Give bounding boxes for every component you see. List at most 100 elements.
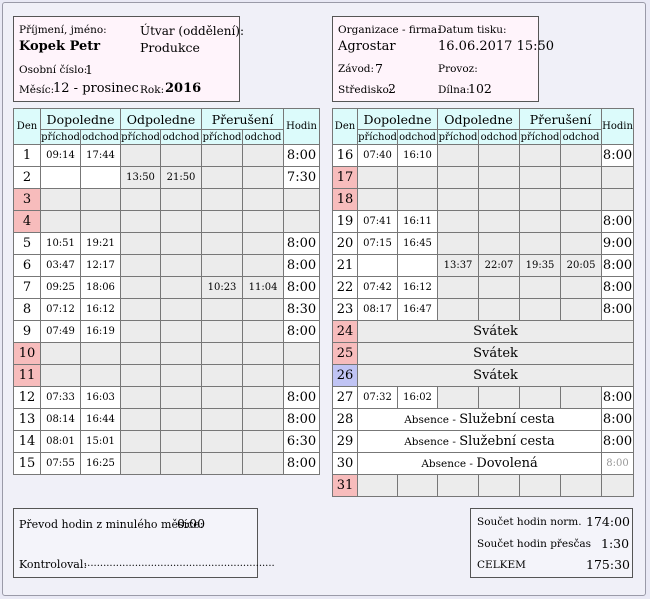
id-label: Osobní číslo: bbox=[19, 64, 88, 76]
hours-cell: 8:00 bbox=[283, 254, 321, 277]
col-den: Den bbox=[13, 108, 41, 145]
time-cell bbox=[79, 364, 122, 387]
day-row: 20 07:15 16:45 9:00 bbox=[332, 232, 635, 255]
left-rows: 1 09:14 17:44 8:00 2 13:50 21:50 7:30 3 4 5 10:51 19… bbox=[13, 144, 321, 475]
hours-cell bbox=[283, 188, 321, 211]
day-row: 21 13:37 22:07 19:35 20:05 8:00 bbox=[332, 254, 635, 277]
time-cell bbox=[242, 188, 285, 211]
time-cell bbox=[242, 232, 285, 255]
time-cell bbox=[120, 144, 162, 167]
time-cell: 13:50 bbox=[120, 166, 162, 189]
time-cell bbox=[437, 210, 480, 233]
time-cell bbox=[201, 144, 244, 167]
time-cell bbox=[519, 210, 562, 233]
time-cell bbox=[79, 166, 122, 189]
hours-cell: 8:00 bbox=[601, 386, 635, 409]
time-cell: 16:47 bbox=[396, 298, 439, 321]
time-cell: 17:44 bbox=[79, 144, 122, 167]
time-cell bbox=[79, 342, 122, 365]
time-cell bbox=[478, 386, 521, 409]
time-cell: 19:21 bbox=[79, 232, 122, 255]
hours-cell: 7:30 bbox=[283, 166, 321, 189]
col-odchod: odchod bbox=[242, 129, 285, 145]
day-row: 7 09:25 18:06 10:23 11:04 8:00 bbox=[13, 276, 321, 299]
time-cell: 07:49 bbox=[40, 320, 81, 343]
time-cell bbox=[201, 210, 244, 233]
print-date-value: 16.06.2017 15:50 bbox=[438, 39, 555, 54]
time-cell bbox=[201, 364, 244, 387]
time-cell bbox=[519, 298, 562, 321]
time-cell bbox=[242, 166, 285, 189]
time-cell bbox=[201, 232, 244, 255]
day-row: 1 09:14 17:44 8:00 bbox=[13, 144, 321, 167]
time-cell bbox=[242, 364, 285, 387]
time-cell: 22:07 bbox=[478, 254, 521, 277]
time-cell bbox=[160, 342, 203, 365]
shop-value: 102 bbox=[468, 81, 492, 96]
day-row: 4 bbox=[13, 210, 321, 233]
day-number: 13 bbox=[13, 408, 41, 431]
hours-cell: 8:00 bbox=[283, 144, 321, 167]
time-cell bbox=[40, 210, 81, 233]
time-cell: 16:11 bbox=[396, 210, 439, 233]
day-number: 7 bbox=[13, 276, 41, 299]
day-note: Absence - Služební cesta bbox=[356, 430, 603, 453]
col-preruseni: Přerušení bbox=[519, 108, 603, 130]
time-cell: 21:50 bbox=[160, 166, 203, 189]
col-dopoledne: Dopoledne bbox=[39, 108, 122, 130]
day-note: Absence - Služební cesta bbox=[356, 408, 603, 431]
time-cell: 16:03 bbox=[79, 386, 122, 409]
time-cell bbox=[357, 166, 398, 189]
day-row: 27 07:32 16:02 8:00 bbox=[332, 386, 635, 409]
time-cell: 08:14 bbox=[40, 408, 81, 431]
time-cell: 07:15 bbox=[357, 232, 398, 255]
time-cell bbox=[437, 276, 480, 299]
time-cell bbox=[519, 188, 562, 211]
time-cell bbox=[560, 166, 603, 189]
col-odchod: odchod bbox=[478, 129, 521, 145]
month-label: Měsíc: bbox=[19, 84, 55, 96]
day-row: 5 10:51 19:21 8:00 bbox=[13, 232, 321, 255]
time-cell: 07:42 bbox=[357, 276, 398, 299]
month-value: 12 - prosinec bbox=[53, 81, 139, 96]
hours-cell: 8:00 bbox=[601, 298, 635, 321]
absence-prefix: Absence - bbox=[404, 414, 460, 426]
hours-cell: 8:00 bbox=[283, 452, 321, 475]
time-cell: 09:25 bbox=[40, 276, 81, 299]
time-cell bbox=[242, 452, 285, 475]
time-cell bbox=[120, 188, 162, 211]
day-number: 8 bbox=[13, 298, 41, 321]
day-number: 18 bbox=[332, 188, 358, 211]
note-text: Služební cesta bbox=[459, 434, 555, 449]
time-cell bbox=[120, 320, 162, 343]
time-cell bbox=[519, 232, 562, 255]
center-value: 2 bbox=[388, 81, 396, 96]
col-prichod: příchod bbox=[437, 129, 480, 145]
id-value: 1 bbox=[85, 62, 93, 77]
time-cell: 08:17 bbox=[357, 298, 398, 321]
time-cell bbox=[242, 342, 285, 365]
time-cell bbox=[437, 298, 480, 321]
day-number: 19 bbox=[332, 210, 358, 233]
time-cell bbox=[478, 232, 521, 255]
time-cell: 15:01 bbox=[79, 430, 122, 453]
hours-cell: 8:30 bbox=[283, 298, 321, 321]
hours-cell: 8:00 bbox=[601, 144, 635, 167]
col-odchod: odchod bbox=[396, 129, 439, 145]
employee-name: Kopek Petr bbox=[19, 39, 101, 54]
norm-hours-label: Součet hodin norm. bbox=[477, 516, 582, 528]
checked-by-label: Kontroloval: bbox=[19, 558, 88, 571]
time-cell bbox=[478, 210, 521, 233]
time-cell: 10:23 bbox=[201, 276, 244, 299]
time-cell bbox=[79, 210, 122, 233]
time-cell: 07:32 bbox=[357, 386, 398, 409]
attendance-table-right: Den Dopoledne Odpoledne Přerušení Hodin … bbox=[332, 108, 635, 497]
hours-cell: 8:00 bbox=[283, 386, 321, 409]
time-cell: 07:40 bbox=[357, 144, 398, 167]
hours-cell bbox=[601, 474, 635, 497]
time-cell bbox=[519, 386, 562, 409]
hours-cell bbox=[601, 188, 635, 211]
time-cell bbox=[396, 474, 439, 497]
day-row: 15 07:55 16:25 8:00 bbox=[13, 452, 321, 475]
time-cell bbox=[357, 474, 398, 497]
